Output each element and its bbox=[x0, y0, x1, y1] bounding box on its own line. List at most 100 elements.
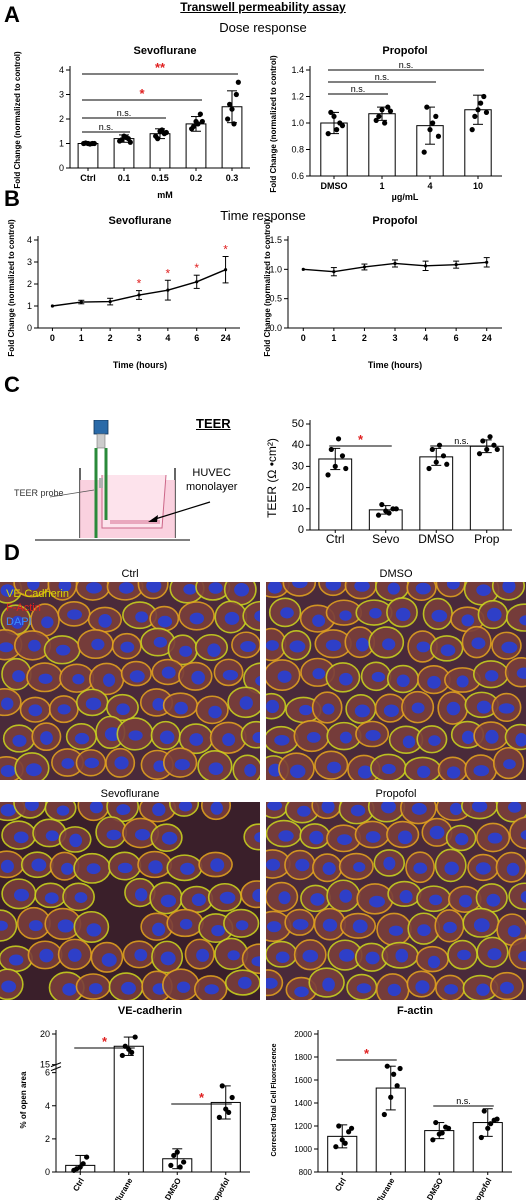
cell-nucleus bbox=[486, 893, 501, 907]
cell-membrane bbox=[282, 582, 317, 597]
cell-nucleus bbox=[0, 642, 14, 653]
cell-nucleus bbox=[191, 893, 206, 907]
data-point bbox=[168, 1162, 174, 1168]
cell-nucleus bbox=[520, 890, 526, 903]
cell-nucleus bbox=[365, 831, 381, 843]
cell-nucleus bbox=[67, 609, 83, 620]
significance-label: * bbox=[364, 1046, 370, 1061]
data-point bbox=[435, 133, 442, 139]
x-tick-label: 2 bbox=[362, 333, 367, 343]
data-point bbox=[440, 453, 447, 459]
micrograph-texture bbox=[266, 802, 526, 1000]
data-point bbox=[343, 465, 349, 472]
cell-nucleus bbox=[518, 951, 526, 962]
data-point bbox=[388, 1094, 394, 1100]
data-point bbox=[384, 1063, 390, 1069]
cell-nucleus bbox=[106, 829, 121, 841]
data-point bbox=[229, 106, 235, 112]
x-tick-label: 10 bbox=[473, 181, 483, 191]
cell-nucleus bbox=[55, 644, 71, 656]
data-point bbox=[387, 108, 394, 114]
data-point bbox=[385, 104, 391, 110]
y-tick-label: 3 bbox=[59, 90, 64, 100]
x-tick-label: 1 bbox=[331, 333, 336, 343]
y-tick-label: 4 bbox=[27, 235, 32, 245]
cell-nucleus bbox=[278, 891, 291, 905]
cell-nucleus bbox=[267, 582, 283, 594]
y-tick-label: 1 bbox=[59, 139, 64, 149]
bar bbox=[368, 113, 396, 177]
cell-nucleus bbox=[134, 948, 148, 962]
cell-nucleus bbox=[88, 983, 103, 995]
data-point bbox=[424, 104, 430, 110]
significance-label: * bbox=[139, 86, 145, 101]
y-tick-label: 2 bbox=[59, 114, 64, 124]
x-tick-label: Sevo bbox=[372, 532, 400, 546]
data-point bbox=[84, 1154, 90, 1160]
cell-nucleus bbox=[395, 607, 411, 622]
data-point bbox=[123, 134, 129, 140]
x-tick-label: DMSO bbox=[321, 181, 348, 191]
data-point bbox=[426, 465, 432, 472]
teer-title: TEER bbox=[196, 416, 231, 431]
cell-nucleus bbox=[159, 730, 175, 745]
cell-nucleus bbox=[471, 637, 486, 650]
y-tick-label: 1.2 bbox=[291, 92, 304, 102]
cell-nucleus bbox=[183, 583, 197, 595]
x-tick-label: 24 bbox=[221, 333, 231, 343]
x-tick-label: 0 bbox=[50, 333, 55, 343]
cell-nucleus bbox=[84, 757, 100, 769]
y-tick-label: 20 bbox=[292, 482, 304, 494]
cell-nucleus bbox=[40, 731, 53, 745]
cell-nucleus bbox=[227, 950, 240, 961]
cell-nucleus bbox=[449, 802, 463, 816]
y-tick-label: 1.5 bbox=[269, 235, 282, 245]
cell-nucleus bbox=[69, 833, 83, 848]
x-axis-label: µg/mL bbox=[392, 192, 419, 202]
cell-nucleus bbox=[116, 804, 131, 816]
cell-nucleus bbox=[104, 727, 121, 742]
cell-nucleus bbox=[152, 803, 166, 817]
cell-nucleus bbox=[444, 984, 459, 995]
cell-nucleus bbox=[27, 582, 40, 591]
axis-break-mark bbox=[50, 1066, 62, 1072]
chart-d-ve-cadherin: VE-cadherin % of open area 0 2 4 615 20 Ctrl Sev… bbox=[19, 1005, 250, 1200]
x-tick-label: 0.3 bbox=[226, 173, 239, 183]
cell-nucleus bbox=[381, 763, 396, 775]
cell-nucleus bbox=[395, 948, 409, 963]
y-axis-label: % of open area bbox=[19, 1071, 28, 1128]
cell-nucleus bbox=[429, 894, 443, 906]
cell-nucleus bbox=[56, 805, 70, 816]
data-point bbox=[488, 1121, 494, 1127]
data-point bbox=[332, 463, 338, 469]
cell-nucleus bbox=[444, 861, 459, 876]
cell-nucleus bbox=[239, 696, 253, 710]
cell-nucleus bbox=[520, 830, 526, 841]
significance-label: n.s. bbox=[117, 108, 132, 118]
data-point bbox=[336, 1123, 342, 1129]
cell-nucleus bbox=[39, 948, 54, 963]
cell-nucleus bbox=[501, 641, 518, 654]
cell-nucleus bbox=[416, 641, 431, 653]
x-tick-label: 6 bbox=[194, 333, 199, 343]
data-point bbox=[216, 1114, 222, 1120]
y-tick-label: 20 bbox=[40, 1029, 50, 1039]
cell-nucleus bbox=[28, 639, 41, 652]
significance-label: n.s. bbox=[99, 122, 114, 132]
data-point bbox=[342, 1140, 348, 1146]
data-point bbox=[445, 1125, 452, 1131]
y-tick-label: 0 bbox=[59, 163, 64, 173]
x-tick-label: 1 bbox=[379, 181, 384, 191]
significance-label: n.s. bbox=[399, 60, 414, 70]
cell-nucleus bbox=[74, 892, 88, 903]
main-title: Transwell permeability assay bbox=[180, 0, 346, 14]
y-tick-label: 1 bbox=[27, 301, 32, 311]
data-point bbox=[132, 1034, 138, 1040]
cell-nucleus bbox=[210, 802, 223, 815]
micrograph-label-propofol: Propofol bbox=[375, 788, 417, 800]
cell-membrane bbox=[508, 882, 526, 910]
cell-nucleus bbox=[337, 834, 353, 845]
cell-nucleus bbox=[28, 704, 43, 717]
data-point bbox=[83, 140, 89, 146]
cell-nucleus bbox=[146, 582, 162, 593]
